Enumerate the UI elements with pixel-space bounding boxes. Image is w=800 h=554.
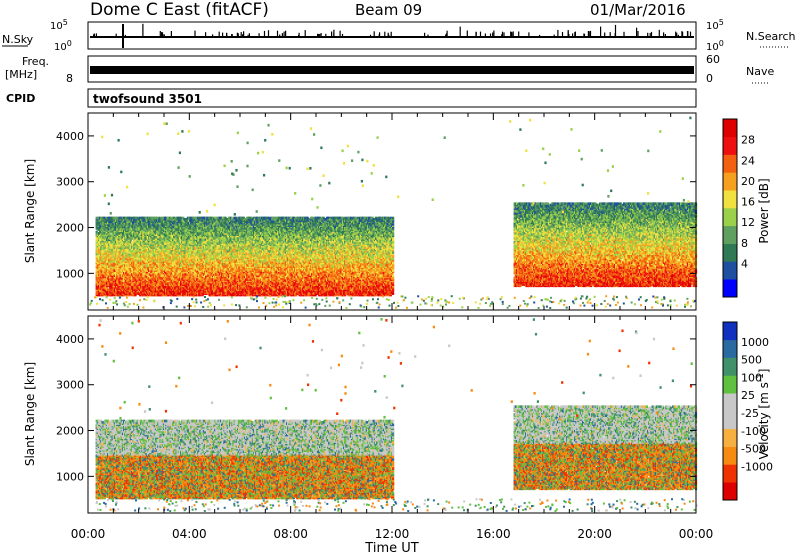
nsky-trace: [90, 24, 694, 48]
freq-tick: 8: [66, 72, 73, 85]
cpid-label: CPID: [6, 92, 35, 105]
echo-cell: [130, 239, 132, 242]
echo-cell: [157, 236, 159, 239]
echo-cell: [185, 273, 187, 276]
date-label: 01/Mar/2016: [590, 1, 686, 19]
nave-tick-bottom: 0: [706, 72, 713, 85]
echo-cell: [205, 273, 207, 276]
echo-cell: [179, 274, 181, 277]
rti-plot: Dome C East (fitACF) Beam 09 01/Mar/2016…: [0, 0, 800, 554]
station-title: Dome C East (fitACF): [90, 0, 269, 20]
echo-cell: [180, 217, 182, 220]
cpid-value: twofsound 3501: [93, 92, 202, 106]
echo-cell: [145, 230, 147, 233]
nsearch-tick-bottom: 100: [706, 39, 724, 54]
echo-cell: [107, 289, 109, 292]
nsearch-label: N.Search: [746, 30, 796, 43]
freq-unit: [MHz]: [5, 68, 37, 81]
echo-cell: [195, 258, 197, 261]
nsky-label: N.Sky: [2, 33, 34, 46]
nsky-panel: N.Sky 105 100 105 100 N.Search: [2, 18, 796, 54]
nsearch-tick-top: 105: [706, 18, 724, 33]
power-cells: [89, 117, 697, 309]
freq-label: Freq.: [22, 55, 49, 68]
freq-panel: Freq. [MHz] 8 60 0 Nave: [5, 53, 774, 85]
echo-cell: [142, 289, 144, 292]
nave-label: Nave: [746, 65, 774, 78]
nsky-tick-top: 105: [50, 18, 68, 33]
nave-tick-top: 60: [706, 53, 720, 66]
cpid-panel: CPID twofsound 3501: [6, 89, 696, 107]
nsky-tick-bottom: 100: [54, 39, 72, 54]
freq-trace: [90, 66, 694, 74]
echo-cell: [102, 278, 104, 281]
echo-cell: [99, 239, 101, 242]
echo-cell: [177, 254, 179, 257]
beam-label: Beam 09: [355, 1, 422, 19]
